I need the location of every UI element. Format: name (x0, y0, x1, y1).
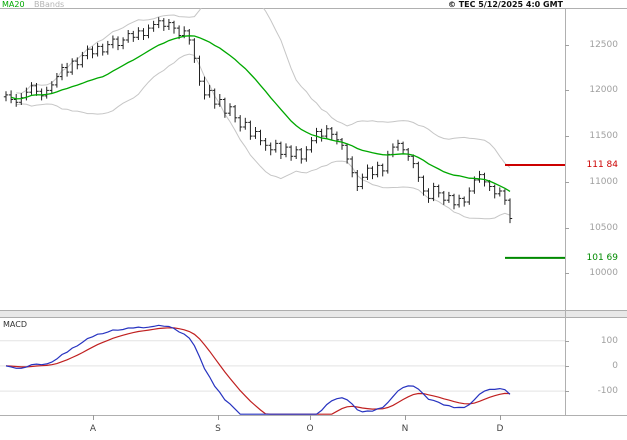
price-axis-tick (565, 90, 569, 91)
price-axis-tick (565, 136, 569, 137)
macd-axis-label: 100 (600, 336, 618, 346)
legend-ma20: MA20 (2, 0, 25, 9)
panel-separator (0, 310, 627, 318)
x-axis-label: S (215, 424, 221, 434)
copyright-text: © TEC 5/12/2025 4:0 GMT (447, 0, 563, 9)
y-axis: 12500 12000 11500 11000 10500 10000 111 84 101 … (565, 0, 627, 440)
macd-gridlines (0, 340, 565, 392)
price-axis-tick (565, 273, 569, 274)
y-axis-border (565, 8, 566, 415)
price-axis-label: 12500 (589, 40, 618, 50)
x-axis-label: D (496, 424, 504, 434)
price-axis-tick (565, 182, 569, 183)
ma20-line (10, 35, 511, 192)
price-axis-label: 10500 (589, 223, 618, 233)
price-panel[interactable] (0, 8, 565, 310)
x-axis-tick (500, 415, 501, 420)
level-label: 101 69 (586, 253, 619, 263)
x-axis-label: A (89, 424, 97, 434)
macd-axis-tick (565, 391, 569, 392)
macd-line (5, 324, 511, 415)
price-chart[interactable] (0, 8, 565, 310)
price-axis-label: 12000 (589, 85, 618, 95)
x-axis-label: N (401, 424, 409, 434)
macd-axis-tick (565, 341, 569, 342)
macd-axis-label: -100 (597, 386, 618, 396)
x-axis-label: O (306, 424, 314, 434)
x-axis-tick (310, 415, 311, 420)
x-axis-tick (93, 415, 94, 420)
price-panel-top-border (0, 8, 627, 9)
price-axis-tick (565, 228, 569, 229)
price-axis-label: 10000 (589, 268, 618, 278)
level-lines (505, 164, 565, 259)
price-axis-tick (565, 45, 569, 46)
chart-header: MA20 BBands © TEC 5/12/2025 4:0 GMT (0, 0, 565, 9)
candlestick-series (3, 17, 513, 224)
legend-bbands: BBands (34, 0, 65, 9)
price-axis-label: 11500 (589, 131, 618, 141)
level-label: 111 84 (586, 160, 619, 170)
x-axis-tick (405, 415, 406, 420)
macd-panel-bottom-border (0, 415, 627, 416)
x-axis-tick (218, 415, 219, 420)
macd-panel[interactable]: MACD (0, 318, 565, 415)
macd-axis-label: 0 (612, 361, 618, 371)
macd-signal-line (5, 327, 511, 415)
macd-label: MACD (3, 320, 27, 329)
price-axis-label: 11000 (589, 177, 618, 187)
macd-axis-tick (565, 366, 569, 367)
macd-chart[interactable] (0, 318, 565, 415)
bollinger-bands-lines (16, 8, 511, 220)
